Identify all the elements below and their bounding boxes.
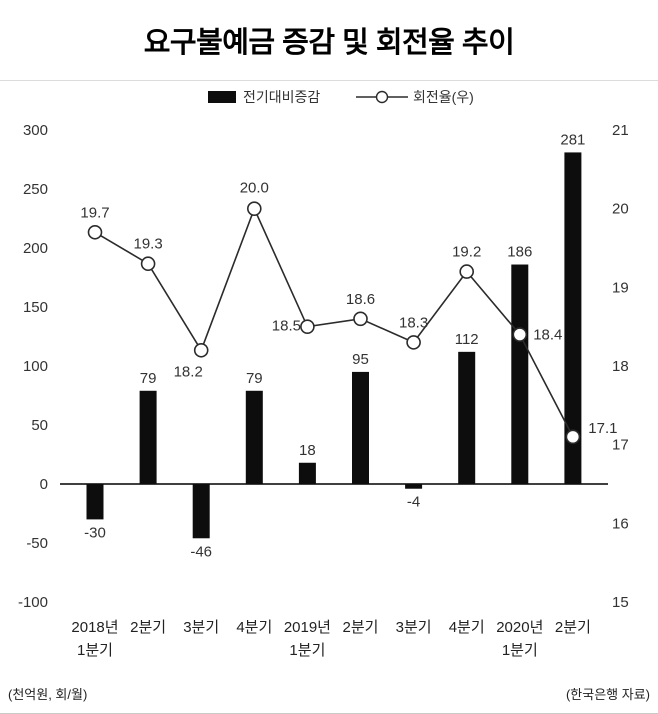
bar-value-label: -30 [84, 524, 106, 541]
bar [245, 390, 263, 484]
line-marker [459, 264, 475, 279]
legend-line-marker-icon [375, 90, 389, 104]
x-axis-category-label: 2분기 [343, 619, 379, 636]
bar-value-label: -46 [190, 543, 212, 560]
x-axis-category-label: 2분기 [130, 619, 166, 636]
turnover-line-series [87, 201, 581, 445]
x-axis-category-label: 4분기 [236, 619, 272, 636]
line-value-label: 18.2 [174, 363, 203, 380]
line-marker [512, 327, 528, 342]
bar-value-label: 281 [560, 131, 585, 148]
legend: 전기대비증감 회전율(우) [208, 89, 474, 105]
left-axis-tick-label: 150 [23, 299, 48, 316]
chart-canvas: 300 250 200 150 100 50 0 -50 -100 21 20 19 18 17 16 15 -… [18, 89, 629, 659]
bar-value-label: 95 [352, 351, 369, 368]
bar [352, 371, 369, 484]
bar [86, 484, 104, 520]
x-axis-category-label: 2018년 [71, 619, 118, 636]
x-axis-category-label: 2019년 [284, 619, 331, 636]
bar-value-labels: -30 79 -46 79 18 95 -4 112 186 281 [84, 131, 585, 560]
line-value-label: 18.3 [399, 314, 428, 331]
right-axis-labels: 21 20 19 18 17 16 15 [612, 122, 629, 611]
bar [458, 351, 476, 484]
x-axis-category-label: 3분기 [183, 619, 219, 636]
bar-value-label: 79 [246, 370, 263, 387]
right-axis-tick-label: 15 [612, 594, 629, 611]
line-marker [140, 256, 156, 272]
line-value-label: 17.1 [588, 420, 617, 437]
line-value-label: 19.3 [133, 236, 162, 253]
left-axis-tick-label: 250 [23, 181, 48, 198]
right-axis-tick-label: 19 [612, 279, 629, 296]
bar [511, 264, 529, 484]
line-value-labels: 19.7 19.3 18.2 20.0 18.5 18.6 18.3 19.2 18.4 17.1 [80, 180, 617, 437]
bar-value-label: 186 [507, 244, 532, 261]
x-axis-category-label: 4분기 [449, 619, 485, 636]
x-axis-category-label: 2분기 [555, 619, 591, 636]
bar-value-label: -4 [407, 494, 420, 511]
right-axis-tick-label: 17 [612, 437, 629, 454]
bar-value-label: 18 [299, 442, 316, 459]
line-marker [300, 319, 315, 334]
line-value-label: 18.4 [533, 327, 562, 344]
line-value-label: 19.7 [80, 204, 109, 221]
bar-value-label: 112 [455, 331, 479, 348]
x-axis-category-label: 2020년 [496, 619, 543, 636]
unit-note: (천억원, 회/월) [8, 687, 88, 702]
right-axis-tick-label: 21 [612, 122, 629, 139]
chart-footnotes: (천억원, 회/월) (한국은행 자료) [0, 684, 658, 703]
bars-series [86, 152, 582, 539]
bar [192, 484, 210, 539]
line-marker [353, 311, 368, 327]
line-value-label: 19.2 [452, 244, 481, 261]
title-divider [0, 80, 658, 81]
source-note: (한국은행 자료) [565, 687, 650, 702]
legend-bar-label: 전기대비증감 [243, 89, 320, 105]
x-axis-category-label: 1분기 [289, 642, 325, 659]
chart-title: 요구불예금 증감 및 회전율 추이 [143, 27, 515, 59]
left-axis-tick-label: 50 [31, 417, 48, 434]
left-axis-tick-label: -100 [18, 594, 48, 611]
x-axis-labels: 2018년 1분기 2분기 3분기 4분기 2019년 1분기 2분기 3분기 4분기 2020년 1… [71, 619, 590, 659]
bar [139, 390, 157, 484]
bar [298, 462, 316, 484]
line-marker [406, 335, 421, 350]
left-axis-tick-label: -50 [26, 535, 48, 552]
x-axis-category-label: 1분기 [502, 642, 538, 659]
line-value-label: 20.0 [240, 180, 269, 197]
right-axis-tick-label: 16 [612, 515, 629, 532]
bar-value-label: 79 [140, 370, 157, 387]
bar [405, 484, 423, 489]
left-axis-tick-label: 100 [23, 358, 48, 375]
line-marker [565, 429, 581, 445]
left-axis-tick-label: 300 [23, 122, 48, 139]
right-axis-tick-label: 20 [612, 201, 629, 218]
legend-bar-swatch [208, 91, 236, 103]
line-path [94, 206, 574, 438]
right-axis-tick-label: 18 [612, 358, 629, 375]
left-axis-tick-label: 200 [23, 240, 48, 257]
bar [564, 152, 582, 485]
line-marker [193, 342, 209, 358]
line-value-label: 18.5 [272, 318, 301, 335]
legend-line-label: 회전율(우) [413, 89, 474, 105]
line-marker [247, 201, 262, 216]
line-marker [87, 224, 103, 240]
x-axis-category-label: 1분기 [77, 642, 113, 659]
line-value-label: 18.6 [346, 291, 375, 308]
left-axis-labels: 300 250 200 150 100 50 0 -50 -100 [18, 122, 48, 611]
x-axis-category-label: 3분기 [396, 619, 432, 636]
left-axis-tick-label: 0 [40, 476, 48, 493]
